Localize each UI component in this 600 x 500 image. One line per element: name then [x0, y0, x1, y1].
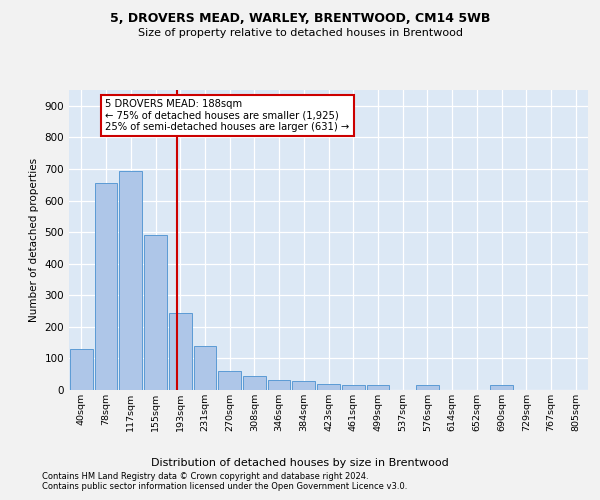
Bar [268, 380, 290, 390]
Bar [416, 384, 439, 390]
Text: Contains public sector information licensed under the Open Government Licence v3: Contains public sector information licen… [42, 482, 407, 491]
Bar [317, 384, 340, 390]
Bar [119, 170, 142, 390]
Y-axis label: Number of detached properties: Number of detached properties [29, 158, 39, 322]
Bar [169, 312, 191, 390]
Bar [194, 346, 216, 390]
Bar [292, 382, 315, 390]
Text: 5 DROVERS MEAD: 188sqm
← 75% of detached houses are smaller (1,925)
25% of semi-: 5 DROVERS MEAD: 188sqm ← 75% of detached… [106, 99, 350, 132]
Bar [342, 384, 365, 390]
Bar [243, 376, 266, 390]
Text: Size of property relative to detached houses in Brentwood: Size of property relative to detached ho… [137, 28, 463, 38]
Bar [218, 371, 241, 390]
Bar [144, 236, 167, 390]
Bar [367, 384, 389, 390]
Text: Distribution of detached houses by size in Brentwood: Distribution of detached houses by size … [151, 458, 449, 468]
Text: Contains HM Land Registry data © Crown copyright and database right 2024.: Contains HM Land Registry data © Crown c… [42, 472, 368, 481]
Bar [490, 384, 513, 390]
Text: 5, DROVERS MEAD, WARLEY, BRENTWOOD, CM14 5WB: 5, DROVERS MEAD, WARLEY, BRENTWOOD, CM14… [110, 12, 490, 26]
Bar [95, 183, 118, 390]
Bar [70, 349, 93, 390]
